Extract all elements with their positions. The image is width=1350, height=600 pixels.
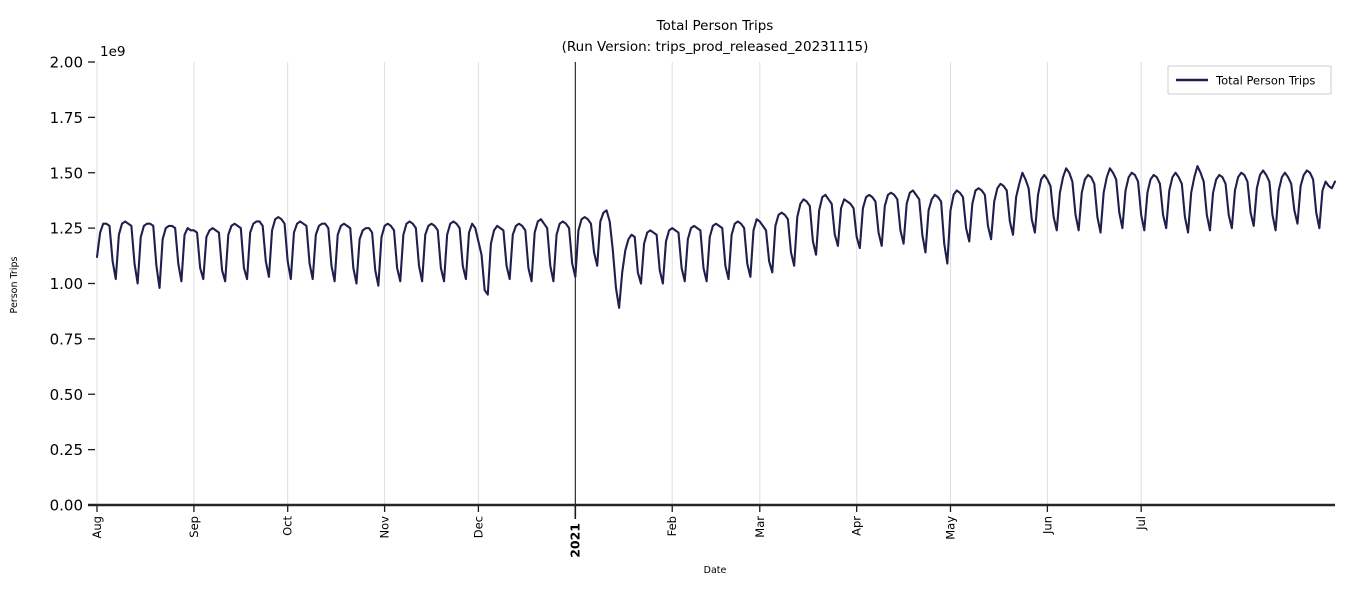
y-tick-label: 1.50 xyxy=(50,164,83,182)
data-series-group xyxy=(95,165,1337,309)
chart-legend[interactable]: Total Person Trips xyxy=(1167,65,1332,95)
legend-label-total-person-trips: Total Person Trips xyxy=(1215,74,1315,88)
legend-frame xyxy=(1167,65,1332,95)
x-axis-label: Date xyxy=(704,565,727,576)
y-tick-label: 2.00 xyxy=(50,54,83,72)
chart-subtitle: (Run Version: trips_prod_released_202311… xyxy=(562,39,869,55)
y-tick-label: 0.00 xyxy=(50,497,83,515)
y-tick-label: 1.00 xyxy=(50,275,83,293)
x-tick-label: Apr xyxy=(850,516,864,536)
x-tick-label: Jun xyxy=(1040,516,1054,535)
x-tick-label: Jul xyxy=(1134,516,1148,531)
x-tick-label: 2021 xyxy=(567,523,582,558)
x-tick-label: Aug xyxy=(90,516,104,538)
x-tick-label: Mar xyxy=(753,516,767,538)
x-tick-label: May xyxy=(943,516,957,540)
y-tick-label: 0.75 xyxy=(50,330,83,348)
y-tick-label: 0.50 xyxy=(50,386,83,404)
chart-title: Total Person Trips xyxy=(656,18,774,34)
x-tick-label: Nov xyxy=(378,516,392,539)
x-gridlines xyxy=(96,62,1142,505)
y-tick-label: 0.25 xyxy=(50,441,83,459)
y-axis-offset-label: 1e9 xyxy=(100,44,125,60)
y-tick-label: 1.75 xyxy=(50,109,83,127)
y-axis-label: Person Trips xyxy=(9,257,20,314)
x-tick-label: Dec xyxy=(471,516,485,538)
x-axis-ticks: Aug Sep Oct Nov Dec 2021 Feb Mar Apr May Jun Jul xyxy=(90,506,1148,558)
x-tick-label: Feb xyxy=(665,516,679,536)
x-tick-label: Sep xyxy=(187,516,201,538)
series-line-total-person-trips xyxy=(95,165,1337,309)
y-axis-ticks: 0.00 0.25 0.50 0.75 1.00 1.25 1.50 1.75 2.00 xyxy=(50,54,95,515)
x-tick-label: Oct xyxy=(281,516,295,536)
y-tick-label: 1.25 xyxy=(50,220,83,238)
